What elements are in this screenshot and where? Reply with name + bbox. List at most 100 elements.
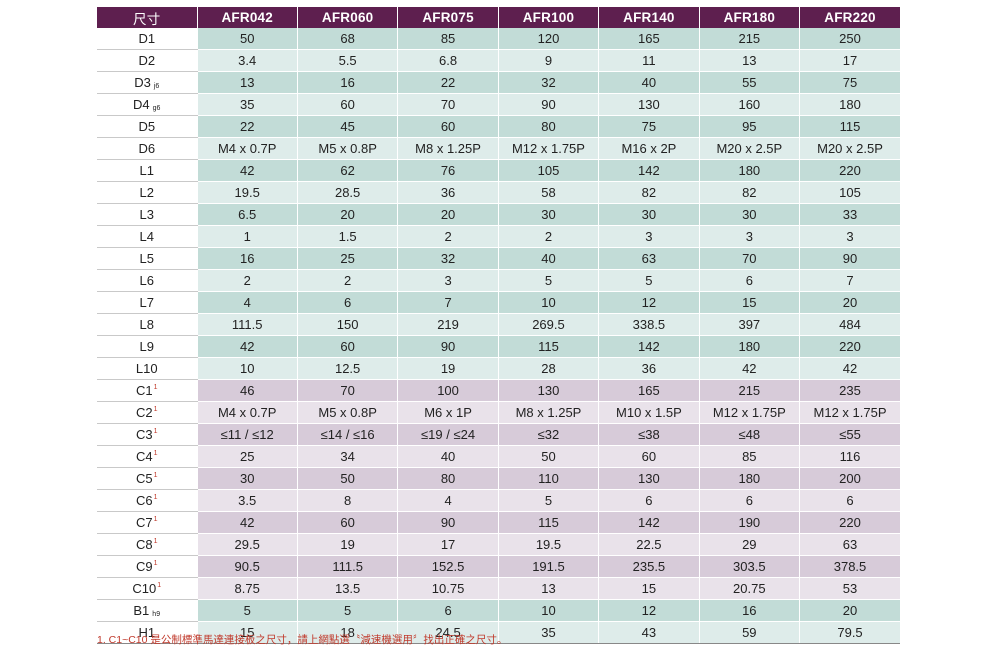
- value-cell: 30: [497, 203, 599, 226]
- value-cell: 30: [196, 467, 298, 490]
- value-cell: 12: [598, 599, 700, 622]
- value-cell: 150: [296, 313, 398, 336]
- value-cell: 80: [497, 115, 599, 138]
- value-cell: 32: [397, 247, 499, 270]
- row-label: L10: [135, 361, 158, 376]
- value-cell: 12: [598, 291, 700, 314]
- row-label-wrap: C31: [136, 427, 158, 442]
- value-cell: 13: [497, 577, 599, 600]
- value-cell: 235: [799, 379, 900, 402]
- value-cell: 20: [799, 599, 900, 622]
- row-label-wrap: D6: [138, 141, 155, 156]
- row-label-wrap: B1 h9: [133, 603, 160, 618]
- row-label: D3: [134, 75, 151, 90]
- value-cell: 16: [296, 71, 398, 94]
- row-label-cell: C71: [97, 511, 197, 534]
- value-cell: 79.5: [799, 621, 900, 644]
- table-row: L1 42 62 76 105 142 180 220: [97, 159, 900, 182]
- row-label-wrap: C81: [136, 537, 158, 552]
- value-cell: 35: [497, 621, 599, 644]
- value-cell: 95: [698, 115, 800, 138]
- row-label-wrap: L6: [140, 273, 154, 288]
- row-label: C1: [135, 383, 153, 398]
- value-cell: 303.5: [698, 555, 800, 578]
- value-cell: 50: [497, 445, 599, 468]
- value-cell: 5: [598, 269, 700, 292]
- value-cell: 180: [799, 93, 900, 116]
- value-cell: 17: [397, 533, 499, 556]
- value-cell: 60: [296, 511, 398, 534]
- value-cell: 12.5: [296, 357, 398, 380]
- row-label-wrap: C101: [132, 581, 161, 596]
- table-row: C91 90.5 111.5 152.5 191.5 235.5 303.5 378.5: [97, 555, 900, 578]
- value-cell: 16: [196, 247, 298, 270]
- table-row: L5 16 25 32 40 63 70 90: [97, 247, 900, 270]
- footnote-marker: 1: [153, 560, 158, 567]
- value-cell: 42: [196, 159, 298, 182]
- value-cell: ≤11 / ≤12: [196, 423, 298, 446]
- value-cell: 40: [497, 247, 599, 270]
- value-cell: 3.5: [196, 489, 298, 512]
- value-cell: 115: [799, 115, 900, 138]
- row-label-cell: L6: [97, 269, 197, 292]
- footnote-marker: 1: [153, 494, 158, 501]
- value-cell: 10: [497, 599, 599, 622]
- value-cell: 20.75: [698, 577, 800, 600]
- value-cell: M5 x 0.8P: [296, 137, 398, 160]
- tolerance-subscript: h9: [152, 611, 161, 618]
- value-cell: 60: [296, 335, 398, 358]
- table-row: L10 10 12.5 19 28 36 42 42: [97, 357, 900, 380]
- value-cell: 116: [799, 445, 900, 468]
- value-cell: 1.5: [296, 225, 398, 248]
- row-label-cell: C101: [97, 577, 197, 600]
- table-body: D1 50 68 85 120 165 215 250 D2 3.4 5.5 6.8 9 11 13 17 D3…: [97, 28, 900, 644]
- row-label-cell: L7: [97, 291, 197, 314]
- value-cell: 22.5: [598, 533, 700, 556]
- row-label-cell: D3 j6: [97, 71, 197, 94]
- value-cell: ≤48: [698, 423, 800, 446]
- spec-sheet: 尺寸 AFR042 AFR060 AFR075 AFR100 AFR140 AF…: [97, 7, 900, 644]
- table-row: B1 h9 5 5 6 10 12 16 20: [97, 599, 900, 622]
- value-cell: 5.5: [296, 49, 398, 72]
- value-cell: 4: [397, 489, 499, 512]
- row-label-cell: L8: [97, 313, 197, 336]
- row-label-cell: L10: [97, 357, 197, 380]
- value-cell: 20: [799, 291, 900, 314]
- footnote-marker: 1: [153, 428, 158, 435]
- value-cell: 29: [698, 533, 800, 556]
- row-label: L7: [139, 295, 154, 310]
- value-cell: 42: [196, 335, 298, 358]
- value-cell: 2: [296, 269, 398, 292]
- header-model: AFR100: [497, 7, 599, 28]
- value-cell: 22: [397, 71, 499, 94]
- value-cell: 50: [196, 28, 298, 50]
- value-cell: 180: [698, 335, 800, 358]
- row-label: L8: [139, 317, 154, 332]
- row-label-cell: D2: [97, 49, 197, 72]
- value-cell: 25: [196, 445, 298, 468]
- value-cell: 2: [497, 225, 599, 248]
- value-cell: 6: [698, 489, 800, 512]
- value-cell: M20 x 2.5P: [799, 137, 900, 160]
- value-cell: 220: [799, 159, 900, 182]
- value-cell: 8: [296, 489, 398, 512]
- value-cell: 63: [799, 533, 900, 556]
- value-cell: 82: [598, 181, 700, 204]
- value-cell: 59: [698, 621, 800, 644]
- header-dimension-label: 尺寸: [97, 7, 197, 28]
- value-cell: 10.75: [397, 577, 499, 600]
- value-cell: 130: [497, 379, 599, 402]
- value-cell: 120: [497, 28, 599, 50]
- row-label-wrap: C51: [136, 471, 158, 486]
- value-cell: 5: [296, 599, 398, 622]
- value-cell: 6.5: [196, 203, 298, 226]
- value-cell: 130: [598, 93, 700, 116]
- value-cell: 235.5: [598, 555, 700, 578]
- value-cell: 220: [799, 335, 900, 358]
- row-label-cell: L9: [97, 335, 197, 358]
- row-label-wrap: L5: [140, 251, 154, 266]
- value-cell: 60: [598, 445, 700, 468]
- value-cell: 76: [397, 159, 499, 182]
- row-label-wrap: L9: [140, 339, 154, 354]
- value-cell: M16 x 2P: [598, 137, 700, 160]
